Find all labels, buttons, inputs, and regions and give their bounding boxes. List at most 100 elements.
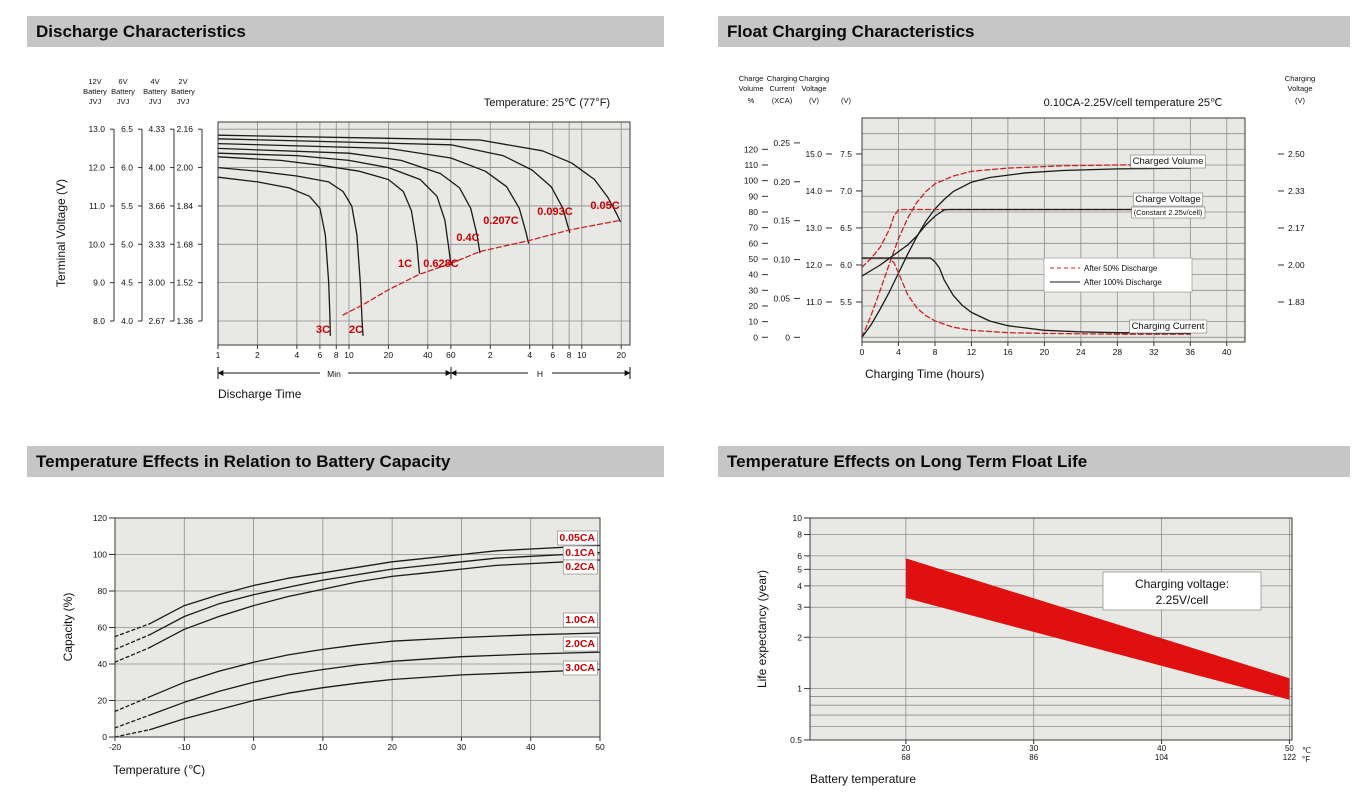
svg-text:0: 0 — [102, 732, 107, 742]
svg-text:Charging: Charging — [799, 74, 829, 83]
svg-text:Charge Voltage: Charge Voltage — [1135, 194, 1201, 205]
svg-text:68: 68 — [901, 753, 910, 762]
svg-text:20: 20 — [616, 350, 626, 360]
svg-text:%: % — [748, 96, 755, 105]
svg-text:36: 36 — [1186, 347, 1196, 357]
svg-text:0.207C: 0.207C — [483, 215, 519, 227]
svg-text:5.5: 5.5 — [840, 297, 852, 307]
svg-text:10: 10 — [577, 350, 587, 360]
svg-text:9.0: 9.0 — [93, 278, 105, 288]
svg-text:1.68: 1.68 — [176, 239, 193, 249]
svg-text:Charging: Charging — [767, 74, 797, 83]
svg-text:120: 120 — [93, 513, 107, 523]
svg-text:11.0: 11.0 — [89, 201, 105, 211]
section-title-float-charging-text: Float Charging Characteristics — [727, 21, 975, 41]
section-title-temperature-capacity-text: Temperature Effects in Relation to Batte… — [36, 451, 451, 471]
svg-text:Voltage: Voltage — [801, 84, 826, 93]
svg-text:50: 50 — [749, 254, 759, 264]
svg-text:1.83: 1.83 — [1288, 297, 1305, 307]
svg-text:80: 80 — [749, 207, 759, 217]
svg-text:4: 4 — [294, 350, 299, 360]
svg-text:0.10: 0.10 — [773, 255, 790, 265]
svg-text:0: 0 — [251, 742, 256, 752]
svg-text:4: 4 — [527, 350, 532, 360]
svg-text:4.00: 4.00 — [148, 163, 165, 173]
svg-text:6.0: 6.0 — [121, 163, 133, 173]
svg-text:7.5: 7.5 — [840, 149, 852, 159]
svg-text:℃: ℃ — [1302, 746, 1311, 755]
svg-text:8: 8 — [933, 347, 938, 357]
svg-text:12.0: 12.0 — [88, 163, 105, 173]
svg-text:5.0: 5.0 — [121, 239, 133, 249]
svg-text:10.0: 10.0 — [88, 239, 105, 249]
discharge-characteristics-chart: 1 2 4 6 8 10 20 40 60 2 4 6 8 10 2012VBatteryJVJ13.012… — [54, 77, 631, 401]
svg-text:8: 8 — [334, 350, 339, 360]
svg-text:86: 86 — [1029, 753, 1038, 762]
svg-text:20: 20 — [387, 742, 397, 752]
svg-text:After 50% Discharge: After 50% Discharge — [1084, 264, 1158, 273]
svg-text:4: 4 — [797, 581, 802, 591]
svg-text:3.66: 3.66 — [148, 201, 165, 211]
svg-text:50: 50 — [595, 742, 605, 752]
svg-text:60: 60 — [749, 238, 759, 248]
section-title-discharge: Discharge Characteristics — [27, 16, 664, 47]
svg-text:1.0CA: 1.0CA — [565, 614, 595, 626]
svg-text:6.5: 6.5 — [121, 124, 133, 134]
svg-text:110: 110 — [744, 160, 758, 170]
temperature-capacity-chart: -20 -10 0 10 20 30 40 50 120 100 80 60 40 20 0 0.05CA 0.… — [61, 513, 605, 777]
svg-text:3: 3 — [797, 602, 802, 612]
svg-text:50: 50 — [1285, 744, 1294, 753]
svg-text:0.4C: 0.4C — [456, 232, 479, 244]
svg-text:0: 0 — [860, 347, 865, 357]
svg-text:JVJ: JVJ — [149, 97, 162, 106]
svg-text:8: 8 — [797, 530, 802, 540]
svg-text:28: 28 — [1113, 347, 1123, 357]
svg-text:12: 12 — [967, 347, 977, 357]
svg-text:1.36: 1.36 — [176, 316, 193, 326]
svg-text:6.5: 6.5 — [840, 223, 852, 233]
svg-text:14.0: 14.0 — [805, 186, 822, 196]
svg-text:Min: Min — [327, 369, 341, 379]
svg-text:11.0: 11.0 — [806, 297, 822, 307]
svg-text:40: 40 — [1222, 347, 1232, 357]
svg-text:20: 20 — [901, 744, 910, 753]
svg-text:-10: -10 — [178, 742, 191, 752]
svg-text:Battery: Battery — [171, 87, 195, 96]
svg-text:4.5: 4.5 — [121, 278, 133, 288]
svg-text:120: 120 — [744, 144, 758, 154]
svg-text:Battery temperature: Battery temperature — [810, 772, 916, 786]
svg-text:Battery: Battery — [143, 87, 167, 96]
svg-text:1: 1 — [216, 350, 221, 360]
svg-text:Current: Current — [769, 84, 795, 93]
svg-text:H: H — [537, 369, 543, 379]
svg-text:3.0CA: 3.0CA — [565, 662, 595, 674]
svg-text:13.0: 13.0 — [805, 223, 822, 233]
svg-text:6V: 6V — [118, 77, 127, 86]
svg-text:20: 20 — [749, 301, 759, 311]
svg-text:1: 1 — [797, 684, 802, 694]
svg-text:2: 2 — [797, 632, 802, 642]
svg-text:2: 2 — [255, 350, 260, 360]
svg-text:40: 40 — [1157, 744, 1166, 753]
svg-text:40: 40 — [423, 350, 433, 360]
svg-text:8: 8 — [567, 350, 572, 360]
section-title-float-charging: Float Charging Characteristics — [718, 16, 1350, 47]
section-title-float-life-text: Temperature Effects on Long Term Float L… — [727, 451, 1088, 471]
svg-text:1C: 1C — [398, 258, 412, 270]
svg-text:10: 10 — [318, 742, 328, 752]
svg-text:2C: 2C — [349, 324, 363, 336]
svg-text:5.5: 5.5 — [121, 201, 133, 211]
svg-text:40: 40 — [98, 659, 108, 669]
svg-text:Charging Current: Charging Current — [1132, 321, 1205, 332]
svg-text:16: 16 — [1003, 347, 1013, 357]
svg-text:0.15: 0.15 — [773, 216, 790, 226]
svg-text:8.0: 8.0 — [93, 316, 105, 326]
svg-text:122: 122 — [1283, 753, 1297, 762]
svg-text:32: 32 — [1149, 347, 1159, 357]
svg-text:12V: 12V — [88, 77, 101, 86]
svg-text:3.00: 3.00 — [148, 278, 165, 288]
svg-text:30: 30 — [1029, 744, 1038, 753]
svg-text:2.33: 2.33 — [1288, 186, 1305, 196]
